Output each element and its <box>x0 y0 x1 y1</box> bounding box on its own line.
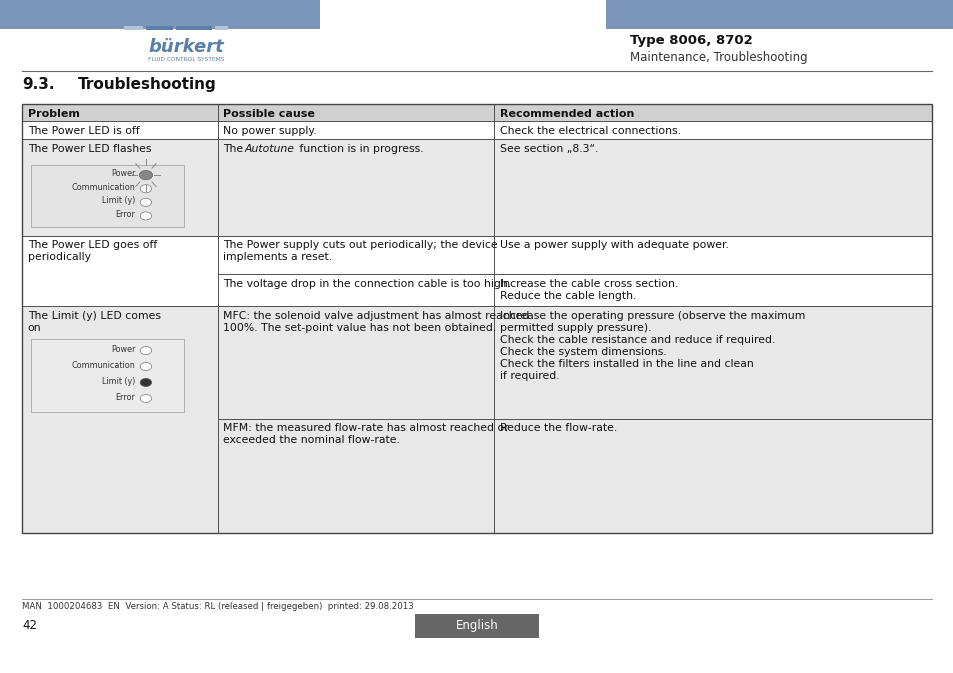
Bar <box>494 104 931 121</box>
Bar <box>494 419 931 533</box>
Bar <box>217 274 494 306</box>
Text: The Power supply cuts out periodically; the device: The Power supply cuts out periodically; … <box>223 240 497 250</box>
Bar <box>146 26 172 30</box>
Bar <box>22 139 217 236</box>
Text: MAN  1000204683  EN  Version: A Status: RL (released | freigegeben)  printed: 29: MAN 1000204683 EN Version: A Status: RL … <box>22 602 414 611</box>
Text: Check the system dimensions.: Check the system dimensions. <box>499 347 666 357</box>
Text: Communication: Communication <box>71 361 135 369</box>
Bar <box>494 306 931 419</box>
Bar <box>217 139 494 236</box>
Text: on: on <box>28 323 41 333</box>
Text: The Power LED goes off: The Power LED goes off <box>28 240 156 250</box>
Bar <box>494 121 931 139</box>
Text: The: The <box>223 144 247 154</box>
Bar <box>494 139 931 236</box>
Circle shape <box>140 184 152 192</box>
Bar <box>124 26 143 30</box>
Circle shape <box>140 394 152 402</box>
Text: Reduce the flow-rate.: Reduce the flow-rate. <box>499 423 617 433</box>
Text: Recommended action: Recommended action <box>499 109 634 119</box>
Text: Error: Error <box>115 392 135 402</box>
Text: Use a power supply with adequate power.: Use a power supply with adequate power. <box>499 240 728 250</box>
Bar <box>31 165 184 227</box>
Text: Check the filters installed in the line and clean: Check the filters installed in the line … <box>499 359 753 369</box>
Circle shape <box>139 170 152 180</box>
Bar <box>175 26 212 30</box>
Text: Troubleshooting: Troubleshooting <box>78 77 216 92</box>
Text: bürkert: bürkert <box>148 38 224 56</box>
Text: The Power LED flashes: The Power LED flashes <box>28 144 151 154</box>
Text: No power supply.: No power supply. <box>223 126 316 136</box>
Text: Autotune: Autotune <box>244 144 294 154</box>
Bar <box>217 306 494 419</box>
Bar <box>217 104 494 121</box>
Bar <box>22 104 217 121</box>
Circle shape <box>140 212 152 220</box>
Circle shape <box>140 363 152 371</box>
Bar <box>22 104 931 533</box>
Bar <box>22 121 217 139</box>
Text: Increase the operating pressure (observe the maximum: Increase the operating pressure (observe… <box>499 311 804 321</box>
Circle shape <box>140 347 152 355</box>
Text: 9.3.: 9.3. <box>22 77 54 92</box>
Bar <box>22 306 217 533</box>
Text: exceeded the nominal flow-rate.: exceeded the nominal flow-rate. <box>223 435 399 446</box>
Text: The Power LED is off: The Power LED is off <box>28 126 139 136</box>
Bar <box>415 614 538 638</box>
Text: MFC: the solenoid valve adjustment has almost reached: MFC: the solenoid valve adjustment has a… <box>223 311 529 321</box>
Bar <box>22 236 217 306</box>
Text: Limit (y): Limit (y) <box>102 197 135 205</box>
Text: Maintenance, Troubleshooting: Maintenance, Troubleshooting <box>629 50 806 64</box>
Text: FLUID CONTROL SYSTEMS: FLUID CONTROL SYSTEMS <box>148 57 224 62</box>
Text: Reduce the cable length.: Reduce the cable length. <box>499 291 636 301</box>
Bar <box>217 236 494 274</box>
Text: Problem: Problem <box>28 109 79 119</box>
Text: permitted supply pressure).: permitted supply pressure). <box>499 323 651 333</box>
Text: The voltage drop in the connection cable is too high.: The voltage drop in the connection cable… <box>223 279 511 289</box>
Text: Check the electrical connections.: Check the electrical connections. <box>499 126 680 136</box>
Bar <box>217 419 494 533</box>
Bar <box>0 0 319 29</box>
Text: Power: Power <box>111 345 135 354</box>
Text: MFM: the measured flow-rate has almost reached or: MFM: the measured flow-rate has almost r… <box>223 423 509 433</box>
Bar <box>31 339 184 412</box>
Text: function is in progress.: function is in progress. <box>295 144 423 154</box>
Bar <box>605 0 953 29</box>
Text: English: English <box>456 619 497 633</box>
Text: See section „8.3“.: See section „8.3“. <box>499 144 598 154</box>
Text: Check the cable resistance and reduce if required.: Check the cable resistance and reduce if… <box>499 335 775 345</box>
Text: Increase the cable cross section.: Increase the cable cross section. <box>499 279 678 289</box>
Text: Error: Error <box>115 210 135 219</box>
Text: if required.: if required. <box>499 371 558 382</box>
Text: Possible cause: Possible cause <box>223 109 314 119</box>
Bar <box>494 236 931 274</box>
Text: Power: Power <box>111 169 135 178</box>
Bar <box>217 121 494 139</box>
Text: implements a reset.: implements a reset. <box>223 252 332 262</box>
Text: periodically: periodically <box>28 252 91 262</box>
Circle shape <box>140 378 152 386</box>
Circle shape <box>140 199 152 207</box>
Text: The Limit (y) LED comes: The Limit (y) LED comes <box>28 311 160 321</box>
Text: 42: 42 <box>22 619 37 632</box>
Bar <box>214 26 228 30</box>
Text: 100%. The set-point value has not been obtained.: 100%. The set-point value has not been o… <box>223 323 496 333</box>
Text: Communication: Communication <box>71 183 135 192</box>
Text: Type 8006, 8702: Type 8006, 8702 <box>629 34 752 47</box>
Text: Limit (y): Limit (y) <box>102 377 135 386</box>
Bar <box>494 274 931 306</box>
